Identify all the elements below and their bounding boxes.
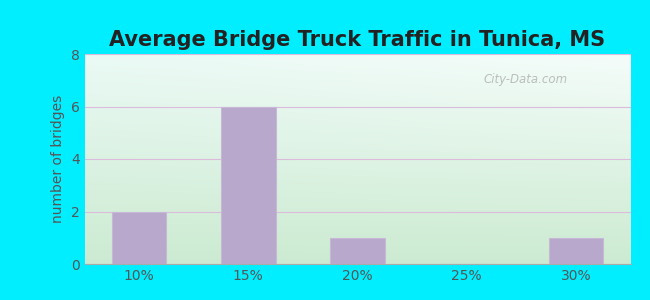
Bar: [330, 238, 385, 264]
Bar: [112, 212, 166, 264]
Text: City-Data.com: City-Data.com: [483, 73, 567, 86]
Bar: [221, 106, 276, 264]
Bar: [549, 238, 603, 264]
Title: Average Bridge Truck Traffic in Tunica, MS: Average Bridge Truck Traffic in Tunica, …: [109, 30, 606, 50]
Y-axis label: number of bridges: number of bridges: [51, 95, 65, 223]
